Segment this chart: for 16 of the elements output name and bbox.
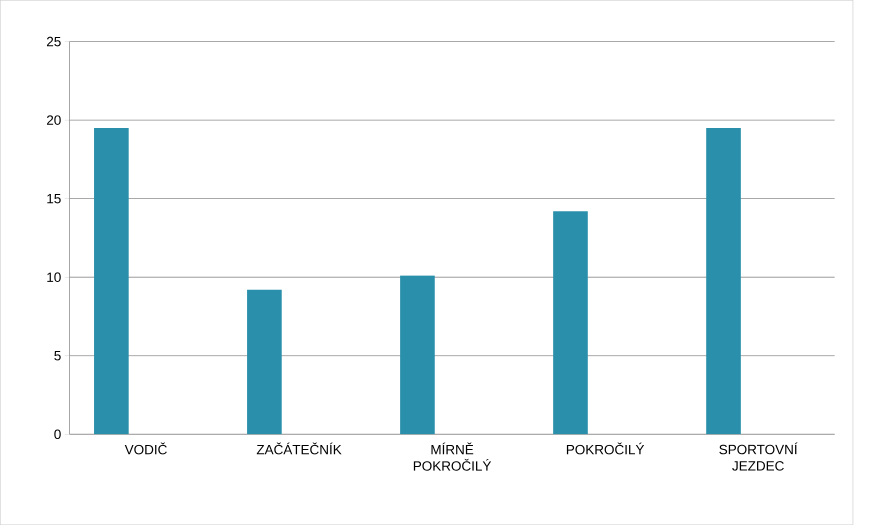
- y-tick-label: 20: [46, 115, 61, 125]
- bar: [553, 211, 588, 434]
- x-tick-label: SPORTOVNÍ JEZDEC: [719, 442, 798, 471]
- y-tick-label: 15: [47, 194, 61, 204]
- x-tick-label: VODIČ: [124, 442, 167, 454]
- y-tick-label: 0: [54, 430, 61, 440]
- x-tick-label: POKROČILÝ: [566, 442, 644, 454]
- bar: [94, 128, 129, 434]
- bar: [247, 290, 282, 434]
- x-tick-label: MÍRNĚ POKROČILÝ: [414, 442, 492, 471]
- y-tick-label: 10: [47, 272, 61, 282]
- y-tick-label: 5: [54, 351, 61, 360]
- bar: [706, 128, 741, 434]
- bar: [400, 276, 435, 434]
- x-tick-label: ZAČÁTEČNÍK: [256, 442, 342, 454]
- y-tick-label: 25: [46, 36, 61, 46]
